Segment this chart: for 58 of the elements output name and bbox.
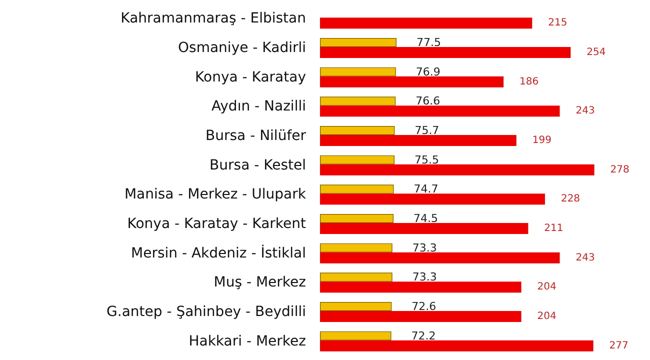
y-tick-label: Bursa - Kestel <box>210 157 306 174</box>
data-label: 73.3 <box>412 241 437 254</box>
bar <box>320 311 522 322</box>
bar <box>320 282 522 293</box>
data-label: 76.9 <box>416 65 440 78</box>
bar <box>320 38 396 47</box>
data-label: 254 <box>586 47 606 58</box>
bar <box>320 302 392 311</box>
y-tick-label: Aydın - Nazilli <box>212 98 306 115</box>
data-label: 77.5 <box>416 36 441 49</box>
data-label: 204 <box>537 282 556 293</box>
y-tick-label: Muş - Merkez <box>214 274 306 291</box>
bar <box>320 135 516 146</box>
bar <box>320 126 395 135</box>
bar <box>320 243 392 252</box>
bar <box>320 331 392 340</box>
y-tick-label: Osmaniye - Kadirli <box>178 40 306 56</box>
data-label: 75.5 <box>414 153 439 166</box>
data-label: 74.5 <box>414 212 438 225</box>
bar <box>320 67 396 76</box>
data-label: 72.2 <box>411 329 436 342</box>
data-label: 243 <box>576 106 595 117</box>
bar <box>320 252 560 264</box>
bar <box>320 184 394 194</box>
data-label: 228 <box>560 194 580 205</box>
bar <box>320 106 560 117</box>
y-tick-label: Kahramanmaraş - Elbistan <box>120 10 306 27</box>
bar <box>320 214 394 223</box>
data-label: 215 <box>548 18 568 29</box>
y-tick-label: Bursa - Nilüfer <box>206 128 306 144</box>
bar <box>320 340 594 352</box>
data-label: 277 <box>609 340 628 352</box>
bar <box>320 164 594 176</box>
y-tick-label: G.antep - Şahinbey - Beydilli <box>106 304 306 320</box>
bar <box>320 155 394 164</box>
y-tick-label: Konya - Karatay <box>195 69 306 86</box>
bar <box>320 194 545 205</box>
data-label: 73.3 <box>412 270 437 284</box>
data-label: 74.7 <box>414 182 438 196</box>
data-label: 72.6 <box>412 300 436 313</box>
data-label: 204 <box>537 311 556 322</box>
bar <box>320 272 392 282</box>
data-label: 211 <box>544 223 564 234</box>
data-label: 76.6 <box>416 94 440 108</box>
y-tick-label: Konya - Karatay - Karkent <box>127 216 307 232</box>
data-label: 75.7 <box>414 124 440 137</box>
y-tick-label: Mersin - Akdeniz - İstiklal <box>131 244 306 262</box>
y-tick-label: Hakkari - Merkez <box>188 333 306 350</box>
bar <box>320 76 504 88</box>
bar <box>320 96 396 106</box>
data-label: 199 <box>532 135 552 146</box>
y-tick-label: Manisa - Merkez - Ulupark <box>124 186 307 203</box>
data-label: 243 <box>576 252 595 264</box>
bar <box>320 47 571 58</box>
data-label: 278 <box>610 164 630 176</box>
data-label: 186 <box>520 76 539 88</box>
bar <box>320 18 532 29</box>
bar <box>320 223 528 234</box>
